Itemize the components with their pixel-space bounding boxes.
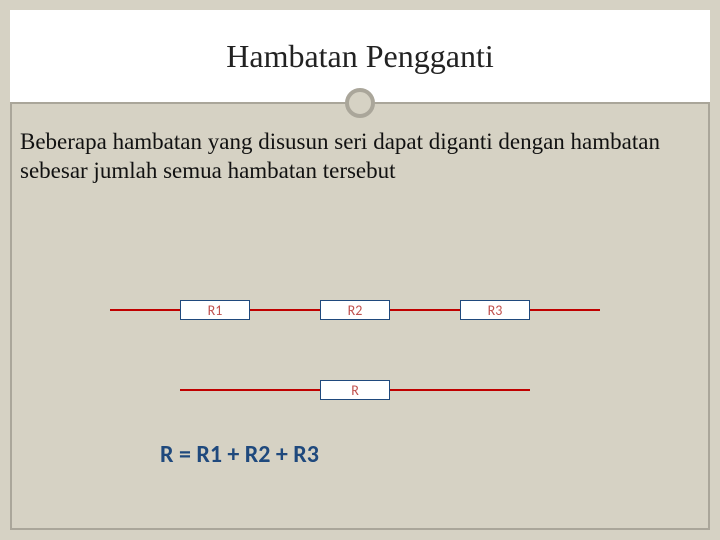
connector-circle-icon (345, 88, 375, 118)
wire-segment (250, 309, 320, 311)
wire-segment (110, 309, 180, 311)
slide: Hambatan Pengganti Beberapa hambatan yan… (0, 0, 720, 540)
resistor-r: R (320, 380, 390, 400)
body-text: Beberapa hambatan yang disusun seri dapa… (20, 128, 700, 186)
resistor-r2: R2 (320, 300, 390, 320)
wire-segment (390, 389, 530, 391)
wire-segment (180, 389, 320, 391)
resistor-r1: R1 (180, 300, 250, 320)
wire-segment (530, 309, 600, 311)
wire-segment (390, 309, 460, 311)
slide-title: Hambatan Pengganti (226, 38, 493, 75)
formula-text: R = R1 + R2 + R3 (160, 440, 319, 469)
resistor-r3: R3 (460, 300, 530, 320)
